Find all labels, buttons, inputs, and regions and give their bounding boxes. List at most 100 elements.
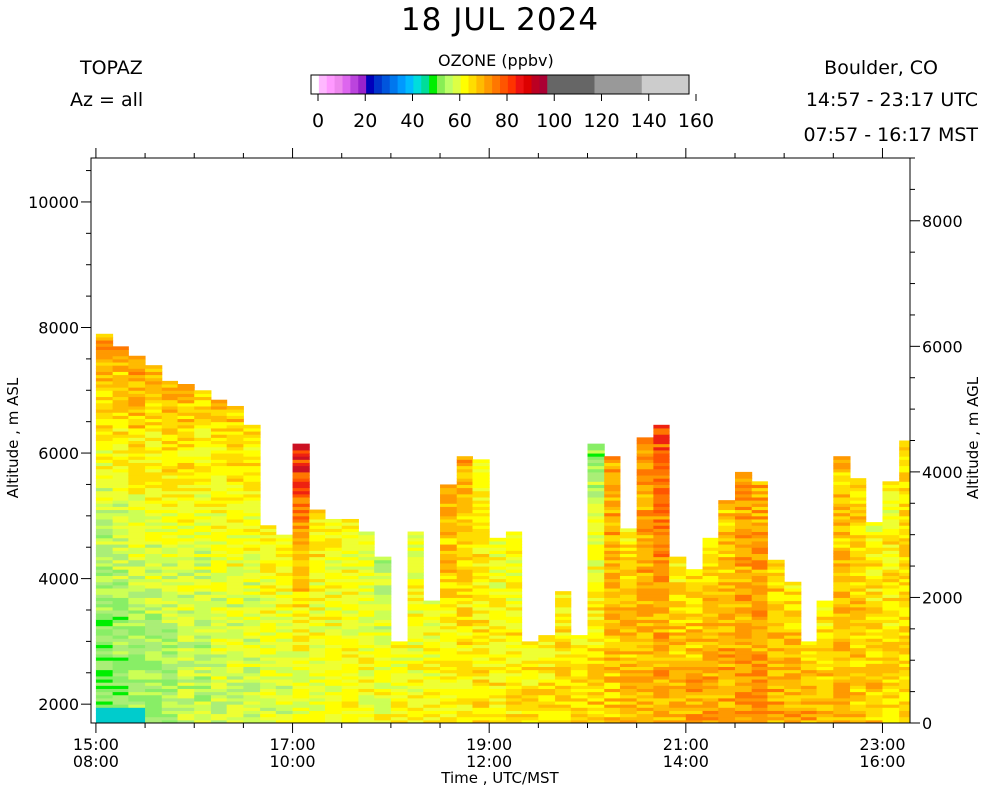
heatmap-cell [619, 710, 638, 715]
heatmap-cell [210, 515, 228, 520]
heatmap-cell [653, 481, 670, 485]
heatmap-cell [177, 691, 195, 696]
heatmap-cell [850, 716, 867, 721]
heatmap-cell [521, 657, 539, 661]
heatmap-cell [210, 694, 228, 699]
heatmap-cell [833, 544, 851, 548]
heatmap-cell [604, 553, 621, 558]
heatmap-cell [128, 402, 146, 407]
heatmap-cell [882, 534, 900, 539]
heatmap-cell [718, 657, 736, 661]
heatmap-cell [669, 691, 687, 696]
heatmap-cell [587, 707, 605, 711]
heatmap-cell [309, 531, 326, 536]
heatmap-cell [440, 597, 458, 602]
colorbar-swatch [507, 75, 517, 94]
heatmap-cell [226, 547, 244, 551]
heatmap-cell [669, 647, 687, 652]
heatmap-cell [850, 644, 867, 649]
heatmap-cell [145, 569, 163, 573]
heatmap-cell [653, 584, 670, 589]
heatmap-cell [636, 547, 654, 551]
heatmap-cell [472, 628, 490, 633]
heatmap-cell [194, 437, 212, 441]
heatmap-cell [669, 622, 687, 627]
heatmap-cell [865, 597, 883, 602]
heatmap-cell [555, 594, 572, 598]
heatmap-cell [210, 462, 228, 467]
heatmap-cell [161, 594, 179, 598]
heatmap-cell [309, 540, 326, 545]
heatmap-cell [226, 446, 244, 451]
heatmap-cell [292, 597, 310, 602]
heatmap-cell [423, 666, 441, 671]
heatmap-cell [210, 421, 228, 426]
heatmap-cell [669, 688, 687, 693]
heatmap-cell [194, 396, 212, 401]
heatmap-cell [865, 647, 883, 652]
heatmap-cell [636, 657, 654, 661]
heatmap-cell [604, 544, 621, 548]
heatmap-cell [505, 610, 523, 614]
heatmap-cell [865, 578, 883, 583]
heatmap-cell [226, 421, 244, 426]
heatmap-cell [243, 424, 261, 429]
heatmap-cell [882, 704, 900, 708]
heatmap-cell [833, 471, 851, 476]
heatmap-cell [833, 484, 851, 489]
heatmap-cell [767, 566, 785, 570]
heatmap-cell [850, 666, 867, 671]
heatmap-cell [489, 641, 507, 646]
heatmap-cell [423, 635, 441, 639]
heatmap-cell [653, 691, 670, 696]
heatmap-cell [636, 443, 654, 448]
heatmap-cell [456, 484, 473, 489]
heatmap-cell [358, 547, 375, 551]
heatmap-cell [292, 468, 310, 473]
heatmap-cell [734, 701, 753, 705]
heatmap-cell [734, 616, 753, 620]
heatmap-cell [604, 660, 621, 664]
heatmap-cell [587, 647, 605, 652]
heatmap-cell [472, 669, 490, 674]
heatmap-cell [161, 550, 179, 554]
heatmap-cell [358, 544, 375, 548]
heatmap-cell [226, 556, 244, 561]
heatmap-cell [95, 697, 114, 702]
heatmap-cell [456, 540, 473, 545]
heatmap-cell [161, 387, 179, 391]
heatmap-cell [243, 481, 261, 485]
heatmap-cell [899, 625, 911, 630]
heatmap-cell [407, 663, 424, 667]
heatmap-cell [702, 616, 719, 620]
heatmap-cell [95, 613, 114, 617]
heatmap-cell [751, 588, 768, 592]
heatmap-cell [636, 716, 654, 721]
heatmap-cell [489, 710, 507, 715]
heatmap-cell [194, 663, 212, 667]
heatmap-cell [619, 679, 638, 683]
heatmap-cell [423, 669, 441, 674]
heatmap-cell [407, 572, 424, 576]
heatmap-cell [309, 688, 326, 693]
heatmap-cell [587, 566, 605, 570]
heatmap-cell [734, 500, 753, 504]
heatmap-cell [865, 584, 883, 589]
heatmap-cell [95, 349, 114, 354]
heatmap-cell [226, 606, 244, 611]
heatmap-cell [767, 559, 785, 564]
heatmap-cell [341, 594, 359, 598]
heatmap-cell [194, 644, 212, 649]
heatmap-cell [161, 581, 179, 586]
heatmap-cell [636, 512, 654, 517]
heatmap-cell [489, 713, 507, 718]
heatmap-cell [407, 650, 424, 655]
heatmap-cell [850, 493, 867, 498]
heatmap-cell [390, 672, 409, 677]
heatmap-cell [604, 622, 621, 627]
heatmap-cell [145, 522, 163, 526]
heatmap-cell [292, 528, 310, 533]
heatmap-cell [292, 506, 310, 511]
heatmap-cell [226, 685, 244, 689]
heatmap-cell [521, 653, 539, 658]
